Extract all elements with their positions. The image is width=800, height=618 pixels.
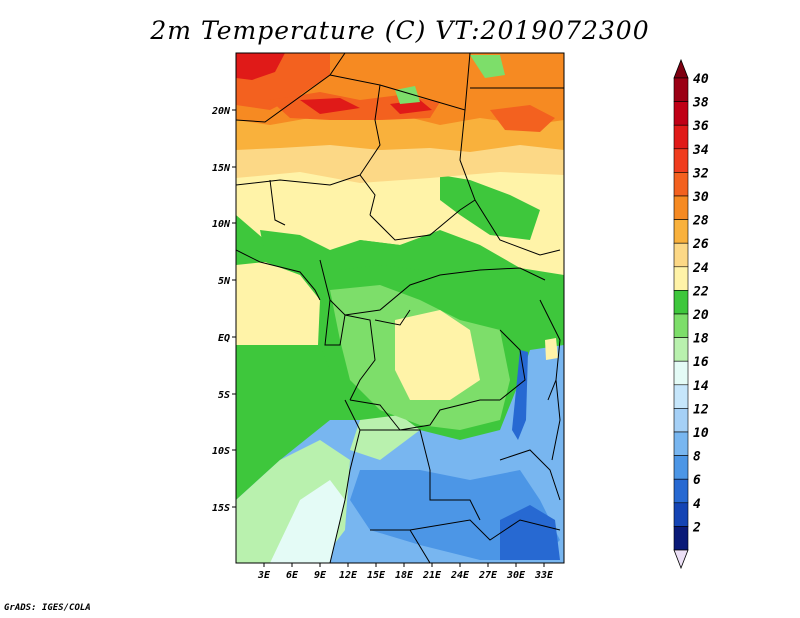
colorbar-label: 32 — [692, 166, 709, 181]
colorbar-label: 36 — [692, 119, 709, 134]
colorbar-label: 12 — [693, 402, 709, 417]
colorbar-label: 4 — [693, 497, 701, 512]
country-borders — [236, 53, 564, 563]
lon-label: 21E — [422, 570, 442, 581]
lon-label: 15E — [367, 570, 386, 581]
colorbar-swatch — [673, 408, 689, 433]
colorbar-swatch — [673, 290, 689, 315]
lon-label: 27E — [478, 570, 498, 581]
colorbar-swatch — [673, 455, 689, 480]
longitude-axis: 3E 6E 9E 12E 15E 18E 21E 24E 27E 30E 33E — [257, 563, 554, 581]
temperature-field — [236, 53, 564, 563]
chart-title: 2m Temperature (C) VT:2019072300 — [150, 16, 650, 45]
lon-label: 24E — [450, 570, 470, 581]
colorbar-swatch — [673, 384, 689, 409]
colorbar-swatch — [673, 360, 689, 386]
lat-label: EQ — [218, 333, 230, 344]
colorbar-swatch — [673, 242, 689, 268]
colorbar-label: 14 — [693, 379, 709, 394]
lon-label: 33E — [534, 570, 554, 581]
lon-label: 18E — [395, 570, 414, 581]
lon-label: 6E — [286, 570, 299, 581]
lon-label: 30E — [506, 570, 526, 581]
lon-label: 9E — [314, 570, 327, 581]
colorbar-swatch — [673, 313, 689, 338]
colorbar-swatch — [673, 502, 689, 527]
colorbar: 40 38 36 34 32 30 28 26 24 22 20 18 16 14 12 10 8 6 4 2 — [673, 58, 709, 570]
colorbar-swatch — [673, 101, 689, 126]
colorbar-swatch — [673, 77, 689, 102]
colorbar-label: 30 — [692, 190, 709, 205]
colorbar-label: 26 — [692, 237, 709, 252]
latitude-axis: 20N 15N 10N 5N EQ 5S 10S 15S — [211, 106, 236, 514]
colorbar-label: 2 — [692, 520, 701, 535]
map-frame — [235, 52, 565, 564]
colorbar-label: 22 — [692, 284, 709, 299]
colorbar-swatch — [673, 266, 689, 291]
lat-label: 5N — [218, 276, 231, 287]
colorbar-swatch — [673, 219, 689, 244]
colorbar-label: 28 — [692, 214, 709, 229]
colorbar-label: 18 — [693, 332, 709, 347]
colorbar-label: 10 — [693, 426, 709, 441]
colorbar-top-arrow — [673, 58, 689, 79]
lon-label: 3E — [257, 570, 271, 581]
colorbar-label: 20 — [692, 308, 709, 323]
colorbar-label: 38 — [692, 96, 709, 111]
lat-label: 10S — [212, 446, 230, 457]
lat-label: 10N — [212, 219, 231, 230]
colorbar-swatch — [673, 195, 689, 220]
colorbar-swatch — [673, 526, 689, 551]
credit-text: GrADS: IGES/COLA — [4, 603, 91, 613]
colorbar-swatch — [673, 478, 689, 504]
lat-label: 20N — [211, 106, 231, 117]
colorbar-label: 34 — [692, 143, 709, 158]
colorbar-swatch — [673, 124, 689, 150]
colorbar-label: 24 — [692, 261, 709, 276]
lat-label: 15S — [212, 503, 230, 514]
colorbar-swatch — [673, 172, 689, 197]
colorbar-swatch — [673, 337, 689, 362]
colorbar-label: 16 — [693, 355, 709, 370]
colorbar-bottom-arrow — [673, 549, 689, 570]
colorbar-label: 8 — [693, 450, 701, 465]
lat-label: 15N — [212, 163, 231, 174]
lon-label: 12E — [339, 570, 358, 581]
colorbar-swatch — [673, 148, 689, 173]
colorbar-label: 40 — [693, 72, 709, 87]
lat-label: 5S — [218, 390, 230, 401]
colorbar-label: 6 — [693, 473, 701, 488]
colorbar-swatch — [673, 431, 689, 456]
